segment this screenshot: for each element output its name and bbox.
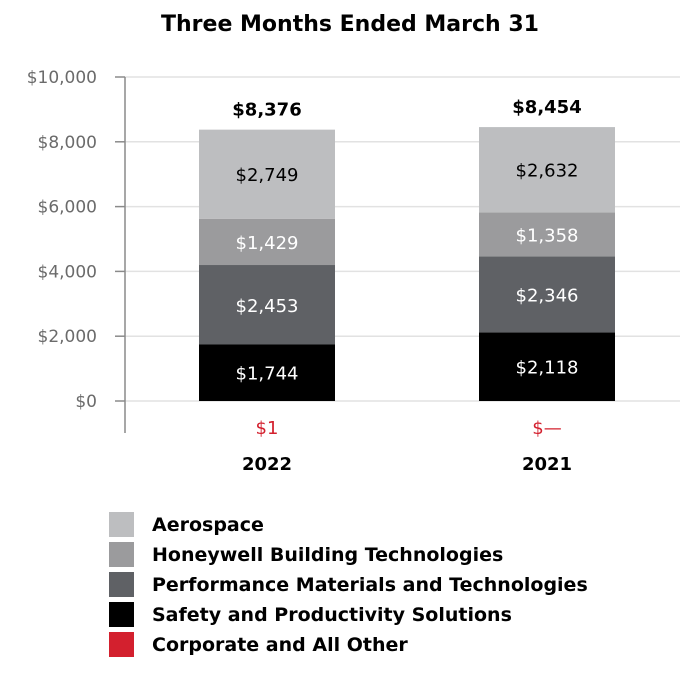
bar-segment-2021-0: [479, 332, 615, 401]
chart-title: Three Months Ended March 31: [161, 12, 539, 37]
bar-segment-2022-2: [199, 218, 335, 266]
bar-segment-2021-2: [479, 212, 615, 257]
legend-label-3: Safety and Productivity Solutions: [152, 604, 512, 626]
segment-label-2022-0: $1,744: [236, 364, 299, 385]
total-label-2021: $8,454: [512, 97, 581, 118]
total-label-2022: $8,376: [232, 100, 301, 121]
category-label-2022: 2022: [242, 454, 292, 475]
bar-segment-2022-1: [199, 265, 335, 345]
y-tick-label-0: $0: [75, 392, 97, 412]
bar-segment-2022-0: [199, 344, 335, 401]
legend: Aerospace Honeywell Building Technologies…: [109, 512, 588, 657]
y-tick-label-2: $4,000: [38, 262, 97, 282]
legend-swatch-0: [109, 512, 134, 537]
segment-label-2022-3: $2,749: [236, 165, 299, 186]
y-tick-label-5: $10,000: [27, 68, 97, 88]
y-tick-label-4: $8,000: [38, 133, 97, 153]
corporate-label-2021: $—: [532, 418, 561, 439]
data-labels: $1,744 $2,453 $1,429 $2,749 $8,376 $1 2022 $2,1…: [232, 97, 581, 475]
segment-label-2021-3: $2,632: [516, 161, 579, 182]
category-label-2021: 2021: [522, 454, 572, 475]
bar-segment-2021-3: [479, 127, 615, 213]
legend-label-4: Corporate and All Other: [152, 634, 408, 656]
segment-label-2021-2: $1,358: [516, 225, 579, 246]
y-tick-label-1: $2,000: [38, 327, 97, 347]
segment-label-2022-1: $2,453: [236, 296, 299, 317]
bar-segment-2021-1: [479, 256, 615, 333]
y-tick-label-3: $6,000: [38, 198, 97, 218]
corporate-label-2022: $1: [256, 418, 279, 439]
legend-label-2: Performance Materials and Technologies: [152, 574, 588, 596]
legend-swatch-2: [109, 572, 134, 597]
legend-swatch-4: [109, 632, 134, 657]
legend-swatch-1: [109, 542, 134, 567]
segment-label-2022-2: $1,429: [236, 233, 299, 254]
legend-label-0: Aerospace: [152, 514, 264, 536]
bar-segment-2022-3: [199, 129, 335, 219]
legend-label-1: Honeywell Building Technologies: [152, 544, 503, 566]
bars: [199, 127, 615, 401]
segment-label-2021-1: $2,346: [516, 285, 579, 306]
segment-label-2021-0: $2,118: [516, 358, 579, 379]
y-axis: $0 $2,000 $4,000 $6,000 $8,000 $10,000: [27, 68, 126, 433]
legend-swatch-3: [109, 602, 134, 627]
